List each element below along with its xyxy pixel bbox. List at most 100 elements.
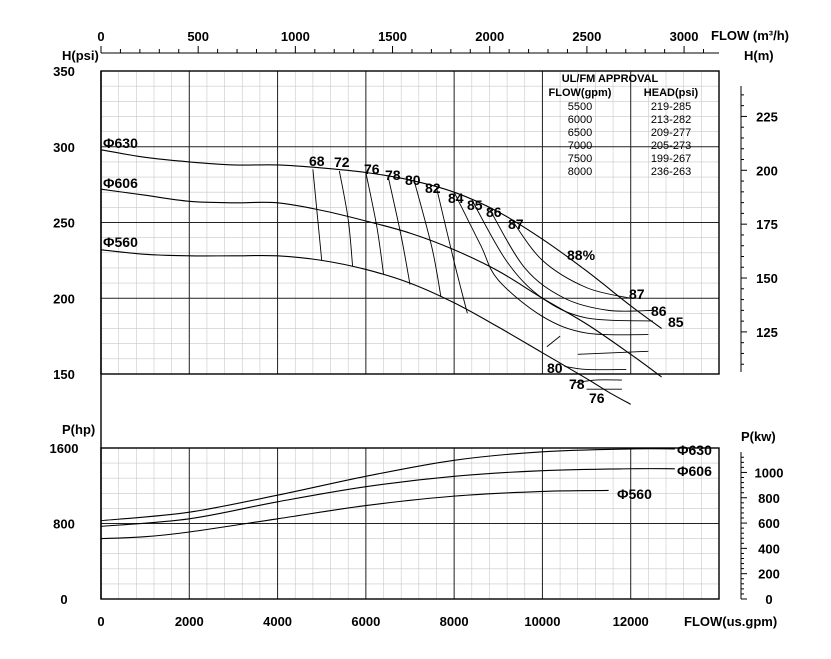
tick-label-psi: 300 xyxy=(53,140,75,155)
efficiency-contour-78 xyxy=(573,379,622,384)
flow-gpm-axis-label: FLOW(us.gpm) xyxy=(684,614,777,629)
efficiency-label: 76 xyxy=(364,161,380,177)
head-psi-axis-label: H(psi) xyxy=(62,48,99,63)
tick-label-m: 150 xyxy=(756,271,778,286)
tick-label-hp: 1600 xyxy=(50,441,79,456)
efficiency-contour-80 xyxy=(413,181,442,297)
efficiency-label: 86 xyxy=(486,204,502,220)
head-m-axis-label: H(m) xyxy=(744,48,774,63)
efficiency-label: 84 xyxy=(448,190,464,206)
efficiency-contour-87 xyxy=(511,219,631,299)
tick-label-kw: 800 xyxy=(758,491,780,506)
tick-label-m: 225 xyxy=(756,109,778,124)
head-curve-label: Φ606 xyxy=(103,175,138,191)
efficiency-label: 68 xyxy=(309,153,325,169)
efficiency-label: 85 xyxy=(467,197,483,213)
tick-label-psi: 150 xyxy=(53,367,75,382)
tick-label-gpm: 12000 xyxy=(613,614,649,629)
approval-table-cell: 7000 xyxy=(568,140,592,152)
efficiency-label: 86 xyxy=(651,303,667,319)
tick-label-gpm: 8000 xyxy=(440,614,469,629)
approval-table-header: FLOW(gpm) xyxy=(549,87,612,99)
approval-table-cell: 6000 xyxy=(568,114,592,126)
approval-table-cell: 7500 xyxy=(568,153,592,165)
tick-label-hp: 800 xyxy=(53,517,75,532)
efficiency-contour-84 xyxy=(453,191,649,336)
approval-table-cell: 209-277 xyxy=(651,127,691,139)
efficiency-label: 78 xyxy=(569,376,585,392)
efficiency-contour-85 xyxy=(471,199,653,322)
efficiency-contour-82 xyxy=(436,187,468,314)
approval-table-cell: 5500 xyxy=(568,101,592,113)
head-curve-label: Φ630 xyxy=(103,135,138,151)
efficiency-contour-tail-82 xyxy=(577,350,649,355)
efficiency-label: 76 xyxy=(589,390,605,406)
approval-table-cell: 6500 xyxy=(568,127,592,139)
efficiency-label: 82 xyxy=(425,180,441,196)
approval-table-cell: 205-273 xyxy=(651,140,691,152)
tick-label-psi: 350 xyxy=(53,64,75,79)
approval-table-cell: 213-282 xyxy=(651,114,691,126)
efficiency-label: 72 xyxy=(334,154,350,170)
approval-table-cell: 8000 xyxy=(568,166,592,178)
tick-label-gpm: 10000 xyxy=(524,614,560,629)
tick-label-m3h: 0 xyxy=(97,29,104,44)
efficiency-contour-tail-80 xyxy=(564,365,627,371)
power-curve-Φ606 xyxy=(100,468,675,527)
tick-label-hp: 0 xyxy=(60,592,67,607)
tick-label-psi: 200 xyxy=(53,291,75,306)
approval-table-header: HEAD(psi) xyxy=(644,87,699,99)
tick-label-m3h: 500 xyxy=(187,29,209,44)
flow-m3h-axis-label: FLOW (m³/h) xyxy=(711,28,789,43)
power-hp-axis-label: P(hp) xyxy=(62,422,95,437)
tick-label-m: 125 xyxy=(756,325,778,340)
approval-table-cell: 236-263 xyxy=(651,166,691,178)
tick-label-gpm: 4000 xyxy=(263,614,292,629)
efficiency-contour-88% xyxy=(546,335,561,348)
efficiency-contour-78 xyxy=(387,175,411,285)
head-curve-Φ606 xyxy=(100,188,662,378)
tick-label-kw: 1000 xyxy=(755,465,784,480)
efficiency-label: 80 xyxy=(405,172,421,188)
tick-label-m3h: 3000 xyxy=(670,29,699,44)
efficiency-label: 88% xyxy=(567,247,596,263)
efficiency-label: 87 xyxy=(508,216,524,232)
tick-label-kw: 200 xyxy=(758,567,780,582)
power-curve-label: Φ606 xyxy=(677,463,712,479)
power-curve-label: Φ630 xyxy=(677,442,712,458)
efficiency-contour-68 xyxy=(312,169,323,261)
efficiency-contour-76 xyxy=(365,172,384,275)
approval-table-title: UL/FM APPROVAL xyxy=(562,73,659,85)
tick-label-m: 200 xyxy=(756,163,778,178)
power-curve-label: Φ560 xyxy=(617,486,652,502)
curve-layer xyxy=(100,149,675,540)
efficiency-label: 78 xyxy=(385,167,401,183)
head-curve-Φ560 xyxy=(100,249,631,405)
efficiency-contour-72 xyxy=(338,170,354,267)
approval-table-cell: 199-267 xyxy=(651,153,691,165)
approval-table-cell: 219-285 xyxy=(651,101,691,113)
tick-label-kw: 400 xyxy=(758,541,780,556)
frame-layer xyxy=(100,52,742,600)
tick-label-gpm: 0 xyxy=(97,614,104,629)
efficiency-label: 87 xyxy=(629,286,645,302)
tick-label-m3h: 1000 xyxy=(281,29,310,44)
tick-label-m3h: 1500 xyxy=(378,29,407,44)
efficiency-contour-86 xyxy=(489,208,653,312)
efficiency-label: 80 xyxy=(547,360,563,376)
power-kw-axis-label: P(kw) xyxy=(741,429,776,444)
tick-label-psi: 250 xyxy=(53,216,75,231)
power-curve-Φ560 xyxy=(100,489,609,540)
tick-label-kw: 600 xyxy=(758,516,780,531)
tick-label-gpm: 2000 xyxy=(175,614,204,629)
head-curve-label: Φ560 xyxy=(103,234,138,250)
tick-label-gpm: 6000 xyxy=(351,614,380,629)
tick-label-m3h: 2000 xyxy=(475,29,504,44)
tick-label-kw: 0 xyxy=(765,592,772,607)
tick-label-m: 175 xyxy=(756,217,778,232)
power-curve-Φ630 xyxy=(100,448,675,522)
tick-label-m3h: 2500 xyxy=(572,29,601,44)
